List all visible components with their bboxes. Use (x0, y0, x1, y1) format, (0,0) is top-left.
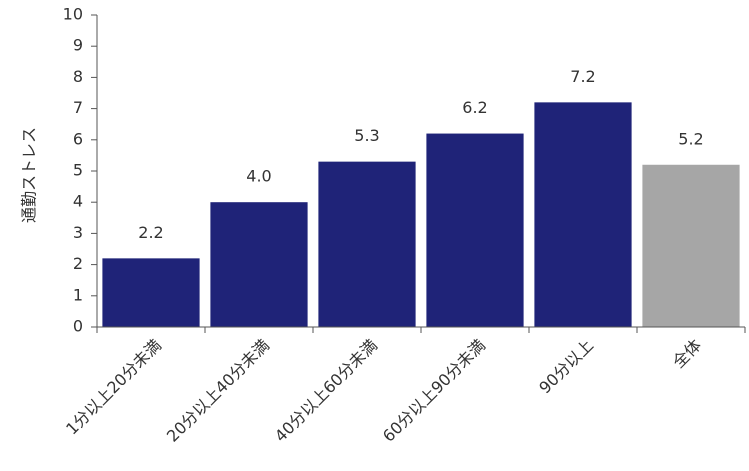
y-tick-label: 8 (73, 67, 83, 86)
y-tick-label: 5 (73, 161, 83, 180)
y-tick-label: 4 (73, 192, 83, 211)
value-label: 4.0 (246, 167, 271, 186)
x-tick-label: 20分以上40分未満 (163, 336, 273, 446)
value-label: 7.2 (570, 67, 595, 86)
y-tick-label: 2 (73, 254, 83, 273)
y-tick-label: 7 (73, 98, 83, 117)
x-tick-label: 90分以上 (535, 336, 597, 398)
value-label: 2.2 (138, 223, 163, 242)
y-tick-label: 0 (73, 317, 83, 336)
x-tick-label: 1分以上20分未満 (62, 336, 165, 439)
x-tick-label: 全体 (669, 336, 705, 372)
value-label: 5.2 (678, 129, 703, 148)
bar (534, 102, 632, 327)
y-tick-label: 1 (73, 285, 83, 304)
y-tick-label: 9 (73, 36, 83, 55)
bar (642, 164, 740, 327)
y-tick-label: 10 (63, 5, 83, 24)
bar (210, 202, 308, 327)
x-tick-label: 40分以上60分未満 (271, 336, 381, 446)
bar (318, 161, 416, 327)
bar (426, 133, 524, 327)
value-label: 5.3 (354, 126, 379, 145)
bar (102, 258, 200, 327)
x-tick-label: 60分以上90分未満 (379, 336, 489, 446)
y-tick-label: 3 (73, 223, 83, 242)
value-label: 6.2 (462, 98, 487, 117)
y-tick-label: 6 (73, 129, 83, 148)
y-axis-label: 通勤ストレス (20, 127, 39, 223)
